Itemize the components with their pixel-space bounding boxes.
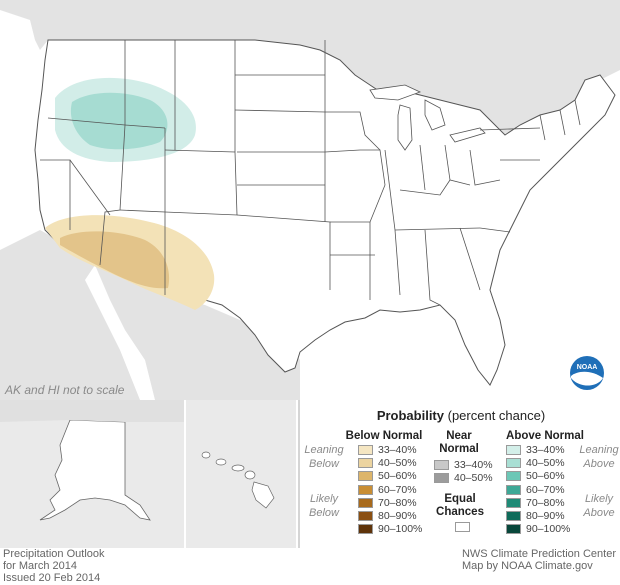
- below-normal-header: Below Normal: [345, 430, 423, 442]
- above-normal-label: 40–50%: [526, 457, 565, 470]
- alaska-inset: [0, 400, 184, 548]
- lake-huron: [424, 99, 446, 131]
- near-normal-swatch: [434, 473, 449, 484]
- outlook-info: Precipitation Outlook for March 2014 Iss…: [3, 548, 105, 584]
- above-normal-label: 60–70%: [526, 483, 565, 496]
- above-normal-label: 70–80%: [526, 496, 565, 509]
- likely-above-label: Likely Above: [583, 493, 615, 519]
- below-normal-swatch: [358, 511, 373, 521]
- legend: Probability (percent chance) Below Norma…: [298, 400, 620, 548]
- above-normal-label: 33–40%: [526, 444, 565, 456]
- svg-text:NOAA: NOAA: [577, 364, 598, 371]
- mexico-land: [0, 230, 300, 400]
- hawaii-inset: [186, 400, 296, 548]
- above-normal-swatch: [506, 471, 521, 482]
- above-normal-swatch: [506, 458, 521, 469]
- alaska-land: [39, 419, 151, 521]
- below-normal-area: [45, 215, 215, 310]
- credits: NWS Climate Prediction Center Map by NOA…: [461, 548, 616, 572]
- leaning-below-label: Leaning Below: [304, 444, 344, 470]
- below-normal-swatch: [358, 484, 373, 495]
- above-normal-header: Above Normal: [506, 430, 584, 442]
- legend-title: Probability (percent chance): [376, 408, 546, 423]
- above-normal-area: [55, 77, 196, 162]
- below-normal-swatch: [358, 458, 373, 469]
- lake-superior: [369, 84, 422, 101]
- lake-michigan: [397, 104, 413, 151]
- below-normal-swatch: [358, 471, 373, 482]
- above-normal-swatch: [506, 497, 521, 508]
- near-normal-label: 33–40%: [454, 459, 493, 471]
- scale-note: AK and HI not to scale: [5, 383, 125, 397]
- above-normal-swatch: [506, 445, 521, 455]
- below-normal-label: 40–50%: [378, 457, 417, 470]
- below-normal-label: 33–40%: [378, 444, 417, 456]
- near-normal-header: Near Normal: [439, 430, 479, 455]
- above-normal-swatch: [506, 484, 521, 495]
- noaa-logo: NOAA: [570, 356, 604, 390]
- below-normal-swatch: [358, 445, 373, 455]
- below-normal-swatch: [358, 497, 373, 508]
- gulf-of-california: [85, 265, 155, 400]
- below-normal-swatch: [358, 524, 373, 535]
- below-normal-label: 60–70%: [378, 483, 417, 496]
- lake-erie: [449, 127, 486, 143]
- leaning-above-label: Leaning Above: [579, 444, 619, 470]
- state-borders: [40, 40, 581, 306]
- canada-land: [0, 0, 620, 135]
- below-normal-label: 90–100%: [378, 523, 423, 536]
- near-normal-swatch: [434, 460, 449, 470]
- above-normal-label: 50–60%: [526, 470, 565, 483]
- us-outlook-map: NOAA: [0, 0, 620, 400]
- above-normal-label: 80–90%: [526, 510, 565, 522]
- equal-chances-swatch: [455, 522, 470, 532]
- equal-chances-label: Equal Chances: [436, 493, 484, 518]
- below-normal-label: 70–80%: [378, 496, 417, 509]
- above-normal-label: 90–100%: [526, 523, 571, 536]
- likely-below-label: Likely Below: [309, 493, 339, 519]
- near-normal-label: 40–50%: [454, 472, 493, 485]
- above-normal-swatch: [506, 511, 521, 521]
- below-normal-label: 80–90%: [378, 510, 417, 522]
- below-normal-label: 50–60%: [378, 470, 417, 483]
- above-normal-swatch: [506, 524, 521, 535]
